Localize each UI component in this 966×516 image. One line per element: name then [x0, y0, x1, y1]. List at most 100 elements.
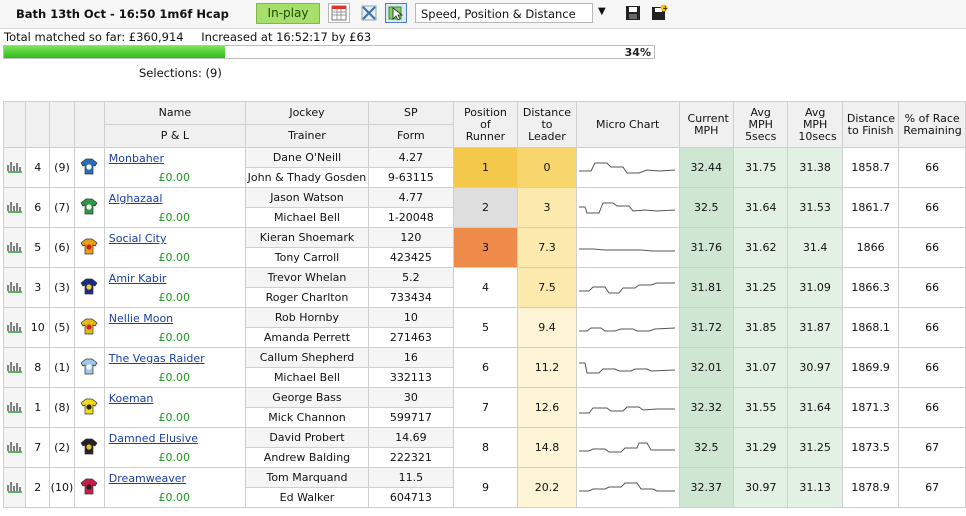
header-position[interactable]: Position of Runner [452, 101, 519, 148]
runner-name-link[interactable]: Social City [108, 232, 167, 245]
header-current-mph[interactable]: Current MPH [678, 101, 734, 148]
svg-text:+: + [662, 5, 668, 13]
runner-chart-icon-cell[interactable] [2, 467, 27, 508]
runner-chart-icon-cell[interactable] [2, 347, 27, 388]
runner-jockey: George Bass [244, 387, 369, 408]
runner-name-cell[interactable]: The Vegas Raider £0.00 [103, 347, 246, 388]
runner-name-link[interactable]: Dreamweaver [108, 472, 187, 485]
runner-chart-icon-cell[interactable] [2, 227, 27, 268]
bar-chart-icon [6, 162, 22, 173]
table-row-sub[interactable]: John & Thady Gosden 9-63115 [4, 167, 966, 188]
runner-avg10: 31.4 [787, 227, 843, 268]
runner-name-cell[interactable]: Koeman £0.00 [103, 387, 246, 428]
header-num-col [25, 101, 51, 148]
table-row[interactable]: 3 (3) Amir Kabir £0.00 Trevor Whelan 5.2… [2, 267, 966, 308]
runner-number: 7 [25, 427, 51, 468]
cross-button[interactable] [358, 3, 380, 23]
header-pl[interactable]: P & L [103, 124, 246, 148]
runner-sp: 10 [367, 307, 454, 328]
table-row-sub[interactable]: Mick Channon 599717 [4, 407, 966, 428]
race-title: Bath 13th Oct - 16:50 1m6f Hcap [16, 7, 229, 21]
header-form[interactable]: Form [367, 124, 454, 148]
header-jockey[interactable]: Jockey [244, 101, 369, 125]
table-row-sub[interactable]: Ed Walker 604713 [4, 487, 966, 508]
runner-micro-chart [575, 227, 680, 268]
runner-name-cell[interactable]: Amir Kabir £0.00 [103, 267, 246, 308]
micro-chart-line [578, 482, 675, 491]
runner-distance-leader: 20.2 [517, 467, 577, 508]
runner-position: 4 [452, 267, 519, 308]
save-all-button[interactable]: + [648, 3, 670, 23]
header-trainer[interactable]: Trainer [244, 124, 369, 148]
runner-silk-cell [73, 467, 105, 508]
runner-avg5: 31.07 [732, 347, 789, 388]
runner-distance-finish: 1866.3 [841, 267, 900, 308]
header-name[interactable]: Name [103, 101, 246, 125]
table-row[interactable]: 5 (6) Social City £0.00 Kieran Shoemark … [2, 227, 966, 268]
table-row-sub[interactable]: Amanda Perrett 271463 [4, 327, 966, 348]
table-row-sub[interactable]: Andrew Balding 222321 [4, 447, 966, 468]
chevron-down-icon[interactable]: ▼ [598, 6, 606, 17]
runner-position: 9 [452, 467, 519, 508]
table-row[interactable]: 2 (10) Dreamweaver £0.00 Tom Marquand 11… [2, 467, 966, 508]
header-sp[interactable]: SP [367, 101, 454, 125]
table-row[interactable]: 4 (9) Monbaher £0.00 Dane O'Neill 4.27 1… [2, 147, 966, 188]
runner-sp: 14.69 [367, 427, 454, 448]
grid-view-button[interactable] [328, 3, 350, 23]
runners-grid: Name Jockey SP Position of Runner Distan… [2, 101, 966, 508]
silk-icon [80, 278, 98, 295]
runner-chart-icon-cell[interactable] [2, 147, 27, 188]
runner-name-link[interactable]: Amir Kabir [108, 272, 167, 285]
runner-distance-leader: 3 [517, 187, 577, 228]
runner-name-link[interactable]: Monbaher [108, 152, 164, 165]
runner-name-link[interactable]: Alghazaal [108, 192, 163, 205]
table-row[interactable]: 8 (1) The Vegas Raider £0.00 Callum Shep… [2, 347, 966, 388]
header-distance-finish[interactable]: Distance to Finish [841, 101, 900, 148]
runner-trainer: Ed Walker [244, 487, 369, 508]
table-row[interactable]: 6 (7) Alghazaal £0.00 Jason Watson 4.77 … [2, 187, 966, 228]
header-avg5[interactable]: Avg MPH 5secs [732, 101, 789, 148]
header-micro-chart[interactable]: Micro Chart [575, 101, 680, 148]
table-row[interactable]: 7 (2) Damned Elusive £0.00 David Probert… [2, 427, 966, 468]
table-row[interactable]: 1 (8) Koeman £0.00 George Bass 30 7 12.6… [2, 387, 966, 428]
runner-avg5: 31.55 [732, 387, 789, 428]
header-avg10[interactable]: Avg MPH 10secs [787, 101, 843, 148]
table-row-sub[interactable]: Tony Carroll 423425 [4, 247, 966, 268]
runner-distance-leader: 7.3 [517, 227, 577, 268]
runner-draw: (5) [49, 307, 75, 348]
runner-trainer: Andrew Balding [244, 447, 369, 468]
runner-name-link[interactable]: Damned Elusive [108, 432, 198, 445]
runner-name-cell[interactable]: Alghazaal £0.00 [103, 187, 246, 228]
runner-name-link[interactable]: Nellie Moon [108, 312, 174, 325]
runner-avg10: 30.97 [787, 347, 843, 388]
runner-name-cell[interactable]: Social City £0.00 [103, 227, 246, 268]
runner-name-cell[interactable]: Dreamweaver £0.00 [103, 467, 246, 508]
runner-chart-icon-cell[interactable] [2, 387, 27, 428]
table-row[interactable]: 10 (5) Nellie Moon £0.00 Rob Hornby 10 5… [2, 307, 966, 348]
runner-name-cell[interactable]: Damned Elusive £0.00 [103, 427, 246, 468]
runner-sp: 120 [367, 227, 454, 248]
view-select[interactable]: Speed, Position & Distance [415, 3, 593, 23]
runner-distance-finish: 1866 [841, 227, 900, 268]
runner-name-link[interactable]: Koeman [108, 392, 154, 405]
save-button[interactable] [622, 3, 644, 23]
runner-current-mph: 32.37 [678, 467, 734, 508]
runner-chart-icon-cell[interactable] [2, 427, 27, 468]
silk-icon [80, 198, 98, 215]
cursor-button[interactable] [385, 3, 407, 23]
runner-chart-icon-cell[interactable] [2, 187, 27, 228]
runner-draw: (9) [49, 147, 75, 188]
runner-pl: £0.00 [158, 371, 190, 384]
runner-pl: £0.00 [158, 411, 190, 424]
runner-avg10: 31.87 [787, 307, 843, 348]
header-race-remaining[interactable]: % of Race Remaining [898, 101, 966, 148]
runner-chart-icon-cell[interactable] [2, 267, 27, 308]
runner-name-link[interactable]: The Vegas Raider [108, 352, 205, 365]
runner-name-cell[interactable]: Nellie Moon £0.00 [103, 307, 246, 348]
runner-chart-icon-cell[interactable] [2, 307, 27, 348]
runner-name-cell[interactable]: Monbaher £0.00 [103, 147, 246, 188]
runner-form: 1-20048 [367, 207, 454, 228]
table-row-sub[interactable]: Roger Charlton 733434 [4, 287, 966, 308]
header-distance-leader[interactable]: Distance to Leader [517, 101, 577, 148]
runner-pl: £0.00 [158, 211, 190, 224]
